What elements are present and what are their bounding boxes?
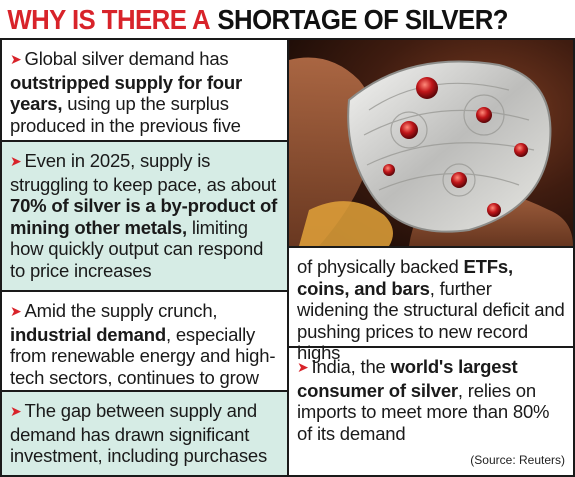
divider — [2, 140, 287, 142]
point-byproduct-mining: ➤ Even in 2025, supply is struggling to k… — [2, 142, 287, 290]
bold-text: 70% of silver is a by-product of mining … — [10, 195, 278, 238]
body-text: Global silver demand has — [24, 48, 229, 69]
point-india-consumer: ➤ India, the world's largest consumer of … — [289, 348, 573, 448]
bold-text: world's largest consumer of silver — [297, 356, 518, 401]
headline-red-part: WHY IS THERE A — [7, 4, 211, 35]
headline: WHY IS THERE A SHORTAGE OF SILVER? — [0, 0, 529, 38]
body-text: , relies on imports to meet more than 80… — [297, 379, 550, 444]
headline-black-part: SHORTAGE OF SILVER? — [217, 4, 508, 35]
body-text: India, the — [311, 356, 391, 377]
silver-jewellery-photo — [289, 40, 573, 246]
point-investment-gap: ➤ The gap between supply and demand has d… — [2, 392, 287, 475]
bold-text: industrial demand — [10, 323, 166, 345]
body-text: limiting how quickly output can respond … — [10, 216, 264, 281]
divider — [289, 346, 573, 348]
silver-jewellery-image — [289, 40, 573, 246]
body-text: The gap between supply and demand has dr… — [10, 400, 268, 466]
body-text: of physically backed — [297, 256, 464, 277]
column-divider — [287, 38, 289, 477]
bullet-arrow-icon: ➤ — [297, 359, 309, 375]
divider — [2, 290, 287, 292]
bold-text: outstripped supply for four years, — [10, 71, 243, 115]
bullet-arrow-icon: ➤ — [10, 303, 22, 319]
bullet-arrow-icon: ➤ — [10, 403, 22, 419]
bullet-arrow-icon: ➤ — [10, 153, 22, 169]
body-text: Even in 2025, supply is struggling to ke… — [10, 150, 276, 195]
divider — [2, 390, 287, 392]
point-etfs-continuation: of physically backed ETFs, coins, and ba… — [289, 248, 573, 363]
body-text: , especially from renewable energy and h… — [10, 323, 276, 388]
point-industrial-demand: ➤ Amid the supply crunch, industrial dema… — [2, 292, 287, 390]
divider — [289, 246, 573, 248]
bullet-arrow-icon: ➤ — [10, 51, 22, 67]
bold-text: ETFs, coins, and bars — [297, 256, 513, 299]
point-supply-outstripped: ➤ Global silver demand has outstripped su… — [2, 40, 287, 157]
body-text: Amid the supply crunch, — [24, 300, 218, 321]
source-credit: (Source: Reuters) — [470, 453, 565, 467]
